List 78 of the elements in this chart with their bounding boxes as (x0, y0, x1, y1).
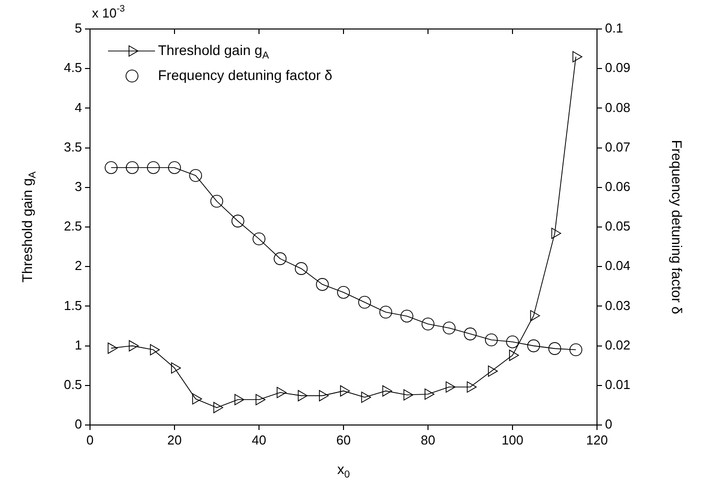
point (484, 333, 498, 346)
point (488, 366, 498, 377)
y-tick-label: 4.5 (64, 60, 82, 76)
y-tick-label: 3.5 (64, 139, 82, 154)
y2-tick-label: 0.07 (605, 139, 630, 154)
y-tick-label: 1 (74, 337, 82, 352)
x-tick-label: 60 (336, 432, 351, 448)
point (424, 388, 434, 400)
point (442, 322, 456, 334)
x-tick-label: 80 (420, 432, 436, 448)
point (446, 381, 456, 393)
point (231, 214, 244, 228)
y2-tick-label: 0 (605, 416, 612, 432)
point (168, 161, 181, 174)
point (509, 350, 519, 361)
point (298, 390, 308, 402)
y-tick-label: 5 (74, 20, 82, 36)
point (340, 385, 350, 397)
point (128, 340, 139, 352)
y-tick-label: 1.5 (64, 298, 82, 313)
point (256, 394, 266, 406)
y2-tick-label: 0.08 (605, 100, 630, 115)
point (464, 328, 477, 340)
point (252, 232, 266, 246)
point (294, 262, 308, 275)
point (316, 278, 329, 291)
y-tick-label: 2.5 (64, 218, 82, 234)
point (361, 392, 372, 403)
legend-label: Frequency detuning factor δ (158, 66, 333, 83)
x-tick-label: 0 (86, 432, 94, 448)
y2-tick-label: 0.09 (605, 60, 630, 76)
y-tick-label: 2 (74, 258, 82, 274)
y2-tick-label: 0.03 (605, 298, 630, 313)
point (382, 385, 392, 397)
point (569, 343, 582, 356)
y2-axis-title: Frequency detuning factor δ (669, 140, 686, 314)
point (572, 51, 582, 62)
point (108, 342, 118, 354)
point (379, 306, 392, 319)
y-tick-label: 0.5 (64, 376, 82, 392)
point (213, 402, 224, 414)
y2-tick-label: 0.05 (605, 218, 630, 234)
point (422, 318, 434, 330)
point (506, 335, 519, 348)
point (276, 386, 287, 398)
point (189, 169, 202, 182)
x-tick-label: 20 (167, 432, 182, 448)
y2-tick-label: 0.06 (605, 178, 630, 194)
point (274, 252, 287, 266)
y2-tick-label: 0.02 (605, 337, 630, 352)
x-tick-label: 120 (586, 432, 608, 448)
point (527, 339, 540, 352)
point (104, 161, 118, 174)
point (530, 310, 540, 322)
point (337, 286, 350, 299)
point (466, 381, 477, 393)
x-tick-label: 100 (502, 432, 524, 448)
y-axis-title: Threshold gain gA (18, 171, 39, 283)
point (551, 228, 562, 239)
point (126, 161, 139, 174)
y-tick-label: 4 (74, 100, 82, 115)
x-tick-label: 40 (252, 432, 266, 448)
point (400, 310, 414, 322)
y-tick-label: 0 (74, 416, 82, 432)
point (403, 389, 414, 400)
point (192, 393, 202, 404)
point (358, 296, 372, 309)
point (146, 161, 160, 174)
point (210, 194, 224, 208)
point (150, 344, 160, 356)
y2-tick-label: 0.1 (605, 20, 624, 36)
point (548, 342, 562, 355)
y-tick-label: 3 (74, 178, 82, 194)
point (171, 362, 181, 374)
point (318, 390, 329, 402)
y2-tick-label: 0.04 (605, 258, 630, 274)
point (234, 394, 244, 406)
y2-tick-label: 0.01 (605, 376, 630, 392)
